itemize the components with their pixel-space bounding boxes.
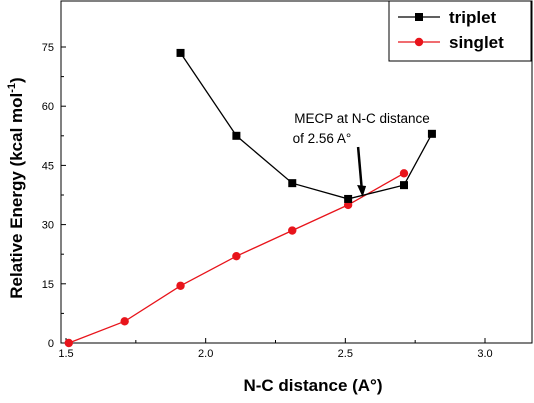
singlet-point: [120, 317, 129, 326]
triplet-point: [344, 194, 353, 203]
x-axis-ticks: 1.5 2.0 2.5 3.0: [58, 338, 493, 360]
triplet-point: [176, 48, 185, 57]
annotation-line-1: MECP at N-C distance: [294, 111, 430, 126]
annotation-arrow-line: [356, 146, 363, 188]
triplet-line: [179, 52, 433, 200]
series-triplet: [176, 48, 436, 203]
triplet-point: [427, 129, 436, 138]
x-tick-label: 1.5: [58, 348, 73, 360]
singlet-point: [64, 338, 73, 348]
triplet-point: [399, 181, 408, 190]
legend-swatch-marker: [414, 37, 424, 47]
x-tick-label: 2.5: [338, 348, 353, 360]
legend: triplet singlet: [388, 0, 532, 62]
annotation-arrow-head: [357, 184, 367, 197]
legend-swatch-marker: [415, 13, 423, 21]
legend-label: triplet: [449, 8, 497, 27]
y-axis-ticks: 0 15 30 45 60 75: [42, 42, 66, 350]
x-axis-title: N-C distance (A°): [243, 376, 382, 395]
triplet-point: [232, 131, 241, 140]
y-tick-label: 15: [42, 279, 54, 291]
y-tick-label: 30: [42, 220, 54, 232]
legend-label: singlet: [449, 33, 504, 52]
mecp-annotation: MECP at N-C distance of 2.56 A°: [293, 111, 430, 197]
legend-item-singlet: singlet: [398, 33, 504, 52]
series-singlet: [64, 169, 409, 348]
y-axis-title: Relative Energy (kcal mol-1): [6, 77, 26, 298]
singlet-point: [288, 226, 297, 235]
singlet-point: [232, 251, 241, 261]
y-tick-label: 75: [42, 42, 54, 54]
y-axis-title-main: Relative Energy (kcal mol: [7, 93, 26, 299]
plot-frame: [60, 0, 533, 344]
singlet-point: [399, 169, 409, 178]
x-tick-label: 3.0: [477, 348, 492, 360]
y-axis-title-suffix: ): [7, 77, 26, 83]
legend-items: triplet singlet: [398, 8, 504, 52]
y-tick-label: 45: [42, 160, 54, 172]
triplet-point: [288, 179, 297, 188]
annotation-line-2: of 2.56 A°: [293, 131, 352, 146]
series-layer: [64, 48, 436, 348]
legend-box: [388, 0, 532, 62]
singlet-point: [176, 281, 185, 290]
x-tick-label: 2.0: [198, 348, 213, 360]
y-tick-label: 60: [42, 101, 54, 113]
legend-item-triplet: triplet: [398, 8, 497, 27]
y-tick-label: 0: [48, 338, 54, 350]
y-axis-title-superscript: -1: [6, 83, 18, 93]
